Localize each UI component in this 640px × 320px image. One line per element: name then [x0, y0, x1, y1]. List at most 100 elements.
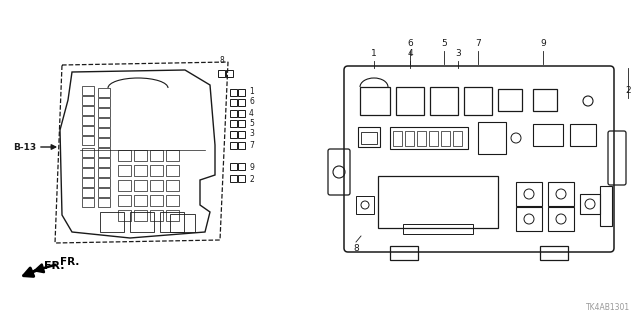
Bar [98, 88, 110, 97]
Bar [238, 175, 245, 182]
Bar [403, 224, 473, 234]
Bar [82, 106, 94, 115]
Text: 2: 2 [249, 174, 253, 183]
Bar [393, 131, 402, 146]
Bar [600, 186, 612, 226]
Bar [238, 142, 245, 149]
Text: 6: 6 [407, 39, 413, 48]
Bar [118, 165, 131, 176]
Bar [405, 131, 414, 146]
Bar [356, 196, 374, 214]
Bar [150, 180, 163, 191]
Text: 6: 6 [249, 98, 254, 107]
Bar [170, 214, 195, 232]
Bar [82, 136, 94, 145]
Text: 2: 2 [625, 86, 631, 95]
Text: 3: 3 [455, 49, 461, 58]
Bar [230, 99, 237, 106]
Bar [134, 195, 147, 206]
Bar [98, 138, 110, 147]
Text: 7: 7 [475, 39, 481, 48]
Bar [98, 108, 110, 117]
Bar [441, 131, 450, 146]
Bar [230, 120, 237, 127]
Bar [378, 176, 498, 228]
Bar [548, 207, 574, 231]
Bar [580, 194, 600, 214]
Bar [98, 98, 110, 107]
Bar [238, 99, 245, 106]
Bar [226, 70, 233, 77]
Text: 1: 1 [249, 87, 253, 97]
Bar [533, 124, 563, 146]
Bar [218, 70, 225, 77]
Bar [118, 150, 131, 161]
Text: 8: 8 [353, 244, 359, 253]
Bar [430, 87, 458, 115]
Bar [98, 128, 110, 137]
Bar [238, 163, 245, 170]
Bar [82, 126, 94, 135]
Text: TK4AB1301: TK4AB1301 [586, 303, 630, 312]
Bar [516, 182, 542, 206]
Bar [150, 210, 163, 221]
Bar [82, 198, 94, 207]
Bar [98, 198, 110, 207]
Bar [134, 210, 147, 221]
Bar [82, 96, 94, 105]
Text: 5: 5 [249, 118, 254, 127]
Bar [98, 178, 110, 187]
Bar [498, 89, 522, 111]
Bar [150, 150, 163, 161]
Bar [134, 165, 147, 176]
Bar [82, 188, 94, 197]
Bar [82, 116, 94, 125]
Bar [82, 178, 94, 187]
Bar [150, 165, 163, 176]
Bar [98, 188, 110, 197]
Text: 5: 5 [441, 39, 447, 48]
Bar [82, 86, 94, 95]
Bar [230, 142, 237, 149]
Bar [230, 131, 237, 138]
Bar [98, 148, 110, 157]
Bar [166, 210, 179, 221]
Text: 1: 1 [371, 49, 377, 58]
Text: FR.: FR. [60, 257, 79, 267]
Bar [238, 120, 245, 127]
Bar [390, 127, 468, 149]
Bar [417, 131, 426, 146]
Bar [396, 87, 424, 115]
Text: 8: 8 [220, 56, 225, 65]
Bar [360, 87, 390, 115]
Bar [238, 131, 245, 138]
Bar [453, 131, 462, 146]
Bar [98, 118, 110, 127]
Bar [100, 212, 124, 232]
Text: B-13: B-13 [13, 142, 36, 151]
Bar [160, 212, 184, 232]
Bar [230, 175, 237, 182]
Text: 4: 4 [249, 108, 254, 117]
Bar [130, 212, 154, 232]
Bar [230, 89, 237, 96]
Text: 9: 9 [249, 163, 254, 172]
Text: 3: 3 [249, 130, 254, 139]
Text: 9: 9 [540, 39, 546, 48]
Bar [150, 195, 163, 206]
Bar [478, 122, 506, 154]
Bar [82, 158, 94, 167]
Text: 4: 4 [407, 49, 413, 58]
Bar [134, 180, 147, 191]
Bar [166, 165, 179, 176]
Bar [358, 127, 380, 147]
Text: 7: 7 [249, 140, 254, 149]
Bar [230, 163, 237, 170]
Bar [548, 182, 574, 206]
Bar [390, 246, 418, 260]
Bar [238, 89, 245, 96]
Bar [361, 132, 377, 144]
Bar [134, 150, 147, 161]
Bar [98, 158, 110, 167]
Bar [118, 180, 131, 191]
